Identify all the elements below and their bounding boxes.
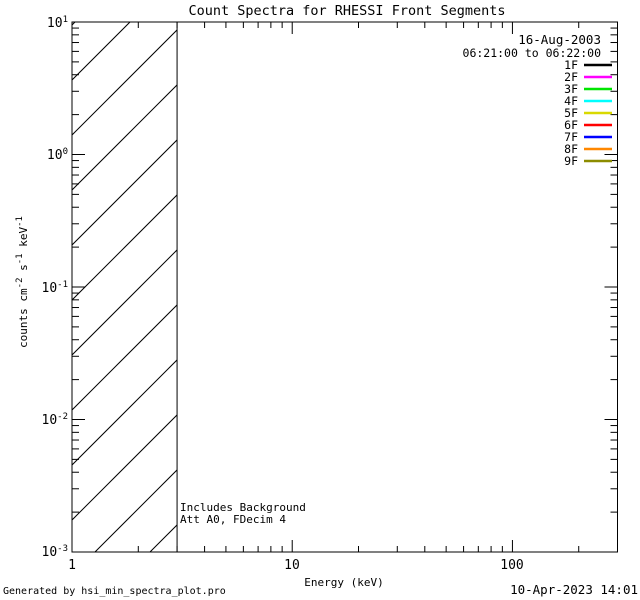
y-tick-label: 100 bbox=[47, 147, 68, 163]
legend-entry-8f: 8F bbox=[564, 142, 612, 156]
legend-entry-2f: 2F bbox=[564, 70, 612, 84]
plot-frame bbox=[71, 21, 618, 553]
legend-label: 5F bbox=[564, 106, 578, 120]
legend-date: 16-Aug-2003 bbox=[518, 32, 601, 47]
legend-label: 7F bbox=[564, 130, 578, 144]
legend-entry-4f: 4F bbox=[564, 94, 612, 108]
x-axis-label: Energy (keV) bbox=[304, 576, 383, 589]
y-tick-label: 101 bbox=[47, 15, 68, 31]
legend-label: 9F bbox=[564, 154, 578, 168]
y-axis-label: counts cm-2 s-1 keV-1 bbox=[15, 216, 30, 348]
legend-entry-1f: 1F bbox=[564, 58, 612, 72]
legend-label: 1F bbox=[564, 58, 578, 72]
legend-entry-5f: 5F bbox=[564, 106, 612, 120]
x-tick-label: 100 bbox=[500, 558, 523, 573]
annotation-att-fdecim: Att A0, FDecim 4 bbox=[180, 513, 286, 526]
plot-graphics bbox=[71, 21, 618, 553]
legend-entry-7f: 7F bbox=[564, 130, 612, 144]
x-tick-label: 1 bbox=[68, 558, 76, 573]
chart-title: Count Spectra for RHESSI Front Segments bbox=[189, 3, 506, 19]
y-tick-label: 10-2 bbox=[42, 412, 69, 428]
y-tick-label: 10-1 bbox=[42, 280, 69, 296]
legend-entry-3f: 3F bbox=[564, 82, 612, 96]
annotation-includes-background: Includes Background bbox=[180, 501, 306, 514]
legend-label: 3F bbox=[564, 82, 578, 96]
footer-generator: Generated by hsi_min_spectra_plot.pro bbox=[3, 586, 226, 597]
axis-ticks bbox=[71, 21, 618, 553]
legend-entry-9f: 9F bbox=[564, 154, 612, 168]
hatched-region bbox=[72, 22, 178, 552]
y-tick-label: 10-3 bbox=[42, 544, 69, 560]
legend-entry-6f: 6F bbox=[564, 118, 612, 132]
legend-time-range: 06:21:00 to 06:22:00 bbox=[463, 46, 602, 60]
legend-label: 2F bbox=[564, 70, 578, 84]
legend-label: 6F bbox=[564, 118, 578, 132]
legend-label: 8F bbox=[564, 142, 578, 156]
footer-timestamp: 10-Apr-2023 14:01 bbox=[510, 582, 638, 597]
legend-label: 4F bbox=[564, 94, 578, 108]
x-tick-label: 10 bbox=[284, 558, 300, 573]
